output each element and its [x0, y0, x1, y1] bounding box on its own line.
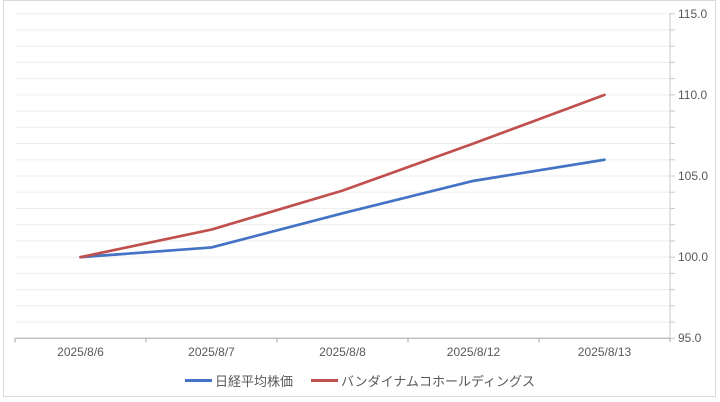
chart-legend: 日経平均株価 バンダイナムコホールディングス [0, 371, 720, 390]
chart-frame [3, 0, 716, 397]
legend-line-swatch-nikkei [184, 378, 212, 382]
legend-label-bandai-namco: バンダイナムコホールディングス [340, 373, 536, 389]
legend-item-bandai-namco[interactable]: バンダイナムコホールディングス [310, 371, 536, 390]
x-tick-label: 2025/8/13 [577, 345, 632, 359]
x-tick-label: 2025/8/12 [446, 345, 501, 359]
y-tick-label: 115.0 [678, 6, 708, 21]
y-tick-label: 110.0 [678, 87, 708, 102]
legend-label-nikkei: 日経平均株価 [214, 373, 293, 389]
x-tick-label: 2025/8/8 [319, 345, 366, 359]
y-tick-label: 100.0 [678, 250, 709, 265]
series-line-1 [79, 93, 606, 259]
series-line-0 [79, 158, 606, 259]
y-tick-label: 105.0 [678, 169, 709, 183]
legend-line-swatch-bandai-namco [310, 378, 338, 382]
y-tick-label: 95.0 [678, 331, 702, 346]
x-tick-label: 2025/8/6 [57, 345, 104, 359]
legend-item-nikkei[interactable]: 日経平均株価 [184, 371, 293, 390]
x-tick-label: 2025/8/7 [188, 345, 235, 359]
